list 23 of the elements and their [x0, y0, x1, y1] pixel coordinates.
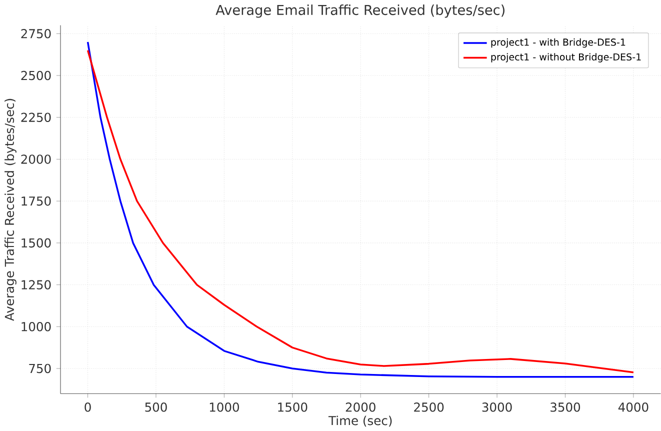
y-tick-label: 2750	[21, 28, 51, 38]
x-axis-title: Time (sec)	[328, 416, 392, 427]
y-axis-title: Average Traffic Received (bytes/sec)	[4, 98, 16, 321]
y-tick-label: 2500	[21, 70, 51, 80]
legend-label: project1 - without Bridge-DES-1	[491, 53, 641, 62]
y-tick-label: 1000	[22, 322, 51, 332]
x-tick-label: 1500	[278, 402, 308, 412]
y-tick-label: 1500	[22, 238, 51, 248]
chart-title: Average Email Traffic Received (bytes/sec)	[216, 4, 504, 18]
x-tick-label: 3500	[550, 402, 580, 412]
x-tick-label: 1000	[210, 402, 239, 412]
x-tick-label: 500	[145, 402, 167, 412]
y-tick-label: 2250	[21, 112, 51, 122]
x-tick-label: 2500	[414, 402, 444, 412]
x-tick-label: 0	[84, 402, 91, 412]
legend-label: project1 - with Bridge-DES-1	[491, 38, 626, 48]
y-tick-label: 1750	[22, 196, 51, 206]
x-tick-label: 4000	[618, 402, 648, 412]
x-tick-label: 3000	[482, 402, 512, 412]
y-tick-label: 750	[29, 364, 51, 374]
y-tick-label: 1250	[22, 280, 51, 290]
y-tick-label: 2000	[21, 154, 51, 164]
x-tick-label: 2000	[346, 402, 376, 412]
